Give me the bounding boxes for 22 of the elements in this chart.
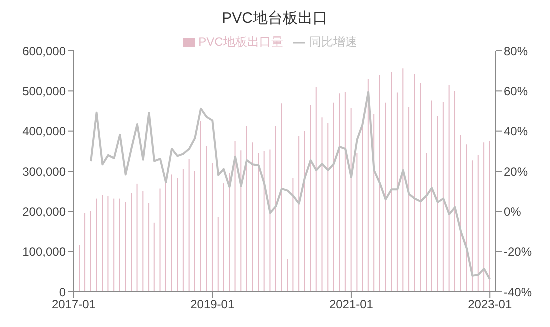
y-tick-label: 300,000: [22, 164, 66, 179]
y2-tick-label: 60%: [504, 84, 528, 98]
y2-tick-label: 80%: [504, 44, 528, 58]
y-tick-label: 500,000: [22, 84, 66, 98]
y2-tick-label: -40%: [504, 285, 532, 300]
y2-tick-label: 0%: [504, 204, 522, 219]
chart-title: PVC地台板出口: [221, 9, 329, 29]
y-tick-label: 0: [59, 285, 66, 300]
y-tick-label: 400,000: [22, 124, 66, 139]
y2-tick-label: -20%: [504, 245, 532, 260]
y-tick-label: 600,000: [22, 44, 66, 58]
line-series: [90, 91, 492, 281]
legend-label: 同比增速: [309, 35, 358, 49]
x-tick-label: 2021-01: [329, 298, 374, 312]
y2-tick-label: 20%: [504, 164, 528, 179]
y-tick-label: 200,000: [22, 204, 66, 219]
y2-tick-label: 40%: [504, 124, 528, 139]
x-tick-label: 2023-01: [468, 298, 512, 312]
y-tick-label: 100,000: [22, 245, 66, 260]
x-tick-label: 2019-01: [190, 298, 235, 312]
legend-label: PVC地板出口量: [198, 35, 284, 49]
x-tick-label: 2017-01: [52, 298, 96, 312]
